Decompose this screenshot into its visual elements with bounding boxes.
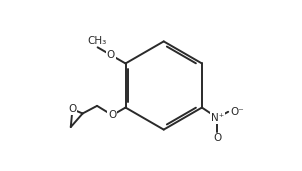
Text: O⁻: O⁻ <box>231 107 245 117</box>
Text: O: O <box>107 50 115 60</box>
Text: O: O <box>108 110 117 120</box>
Text: O: O <box>213 133 221 143</box>
Text: O: O <box>68 104 77 114</box>
Text: N⁺: N⁺ <box>210 113 224 123</box>
Text: CH₃: CH₃ <box>87 36 106 46</box>
